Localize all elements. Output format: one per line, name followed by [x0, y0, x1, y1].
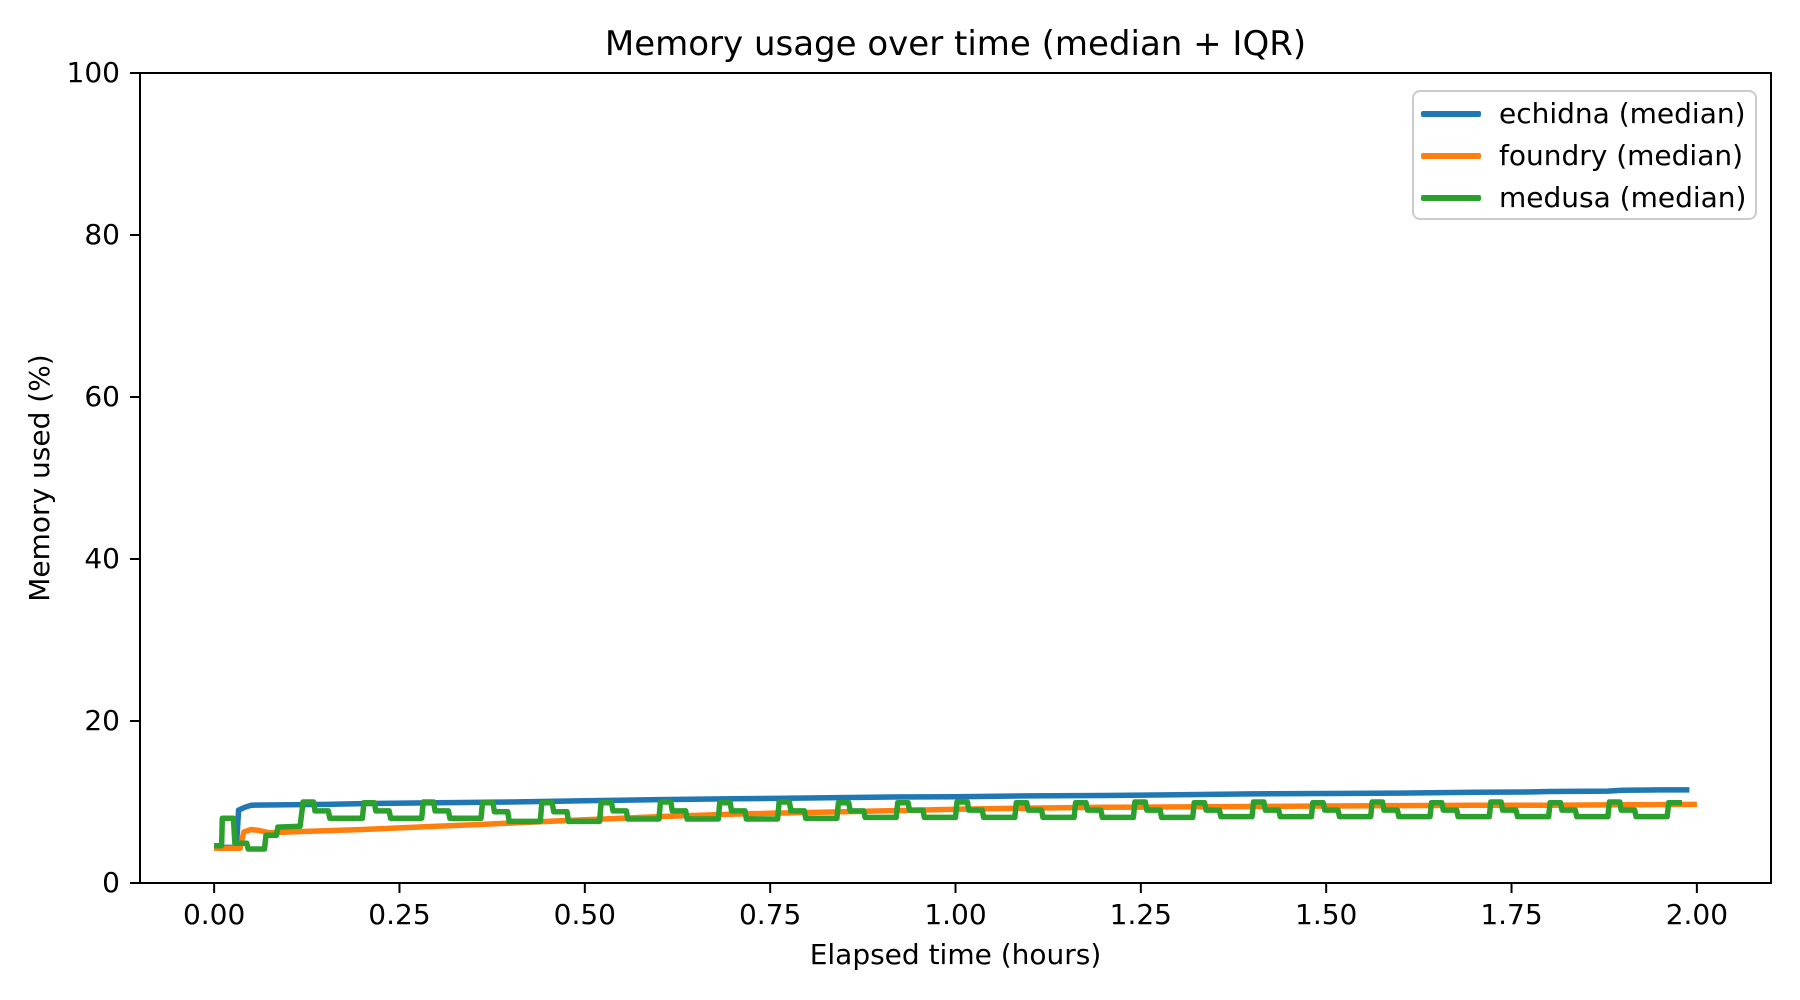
x-axis-label: Elapsed time (hours): [809, 938, 1102, 971]
chart-title: Memory usage over time (median + IQR): [604, 24, 1307, 64]
series-line-medusa: [214, 799, 1682, 852]
series-line-foundry: [214, 801, 1697, 851]
legend-label-echidna: echidna (median): [1499, 97, 1746, 130]
x-tick-label: 2.00: [1665, 898, 1729, 931]
legend-label-medusa: medusa (median): [1499, 181, 1747, 214]
x-tick-label: 1.00: [924, 898, 987, 931]
medusa-line-swatch: [1421, 195, 1481, 201]
foundry-line-swatch: [1421, 153, 1481, 159]
y-tick-label: 80: [84, 218, 120, 251]
y-tick-label: 100: [66, 56, 120, 89]
x-tick-label: 1.50: [1295, 898, 1358, 931]
x-tick-label: 0.25: [368, 898, 431, 931]
legend-label-foundry: foundry (median): [1499, 139, 1744, 172]
legend-entry-medusa: medusa (median): [1421, 177, 1755, 219]
series-line-echidna: [214, 787, 1690, 851]
legend-entry-foundry: foundry (median): [1421, 135, 1755, 177]
x-tick-label: 0.75: [738, 898, 802, 931]
legend: echidna (median) foundry (median) medusa…: [1412, 90, 1757, 220]
y-tick-label: 40: [84, 542, 120, 575]
x-tick-label: 0.50: [553, 898, 616, 931]
y-tick-label: 0: [102, 866, 120, 899]
legend-entry-echidna: echidna (median): [1421, 93, 1755, 135]
x-tick-label: 1.25: [1109, 898, 1172, 931]
x-tick-label: 1.75: [1480, 898, 1543, 931]
echidna-line-swatch: [1421, 111, 1481, 117]
y-tick-label: 20: [84, 704, 120, 737]
x-tick-label: 0.00: [182, 898, 246, 931]
y-axis-label: Memory used (%): [23, 354, 56, 602]
y-tick-label: 60: [84, 380, 120, 413]
